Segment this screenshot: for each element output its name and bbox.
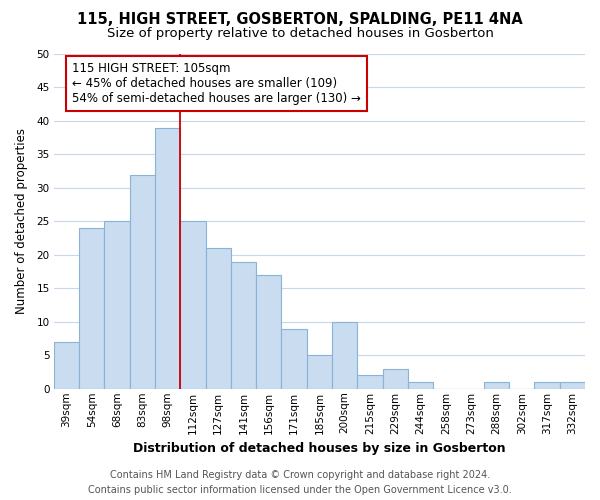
Bar <box>307 356 332 389</box>
Bar <box>104 222 130 389</box>
Text: 115, HIGH STREET, GOSBERTON, SPALDING, PE11 4NA: 115, HIGH STREET, GOSBERTON, SPALDING, P… <box>77 12 523 28</box>
Bar <box>484 382 509 389</box>
Bar <box>155 128 180 389</box>
Text: Contains HM Land Registry data © Crown copyright and database right 2024.
Contai: Contains HM Land Registry data © Crown c… <box>88 470 512 495</box>
X-axis label: Distribution of detached houses by size in Gosberton: Distribution of detached houses by size … <box>133 442 506 455</box>
Bar <box>206 248 231 389</box>
Bar <box>560 382 585 389</box>
Bar <box>130 174 155 389</box>
Bar <box>256 275 281 389</box>
Text: Size of property relative to detached houses in Gosberton: Size of property relative to detached ho… <box>107 28 493 40</box>
Text: 115 HIGH STREET: 105sqm
← 45% of detached houses are smaller (109)
54% of semi-d: 115 HIGH STREET: 105sqm ← 45% of detache… <box>73 62 361 106</box>
Bar <box>408 382 433 389</box>
Bar <box>383 368 408 389</box>
Y-axis label: Number of detached properties: Number of detached properties <box>15 128 28 314</box>
Bar <box>231 262 256 389</box>
Bar <box>79 228 104 389</box>
Bar <box>332 322 358 389</box>
Bar <box>281 328 307 389</box>
Bar <box>180 222 206 389</box>
Bar <box>535 382 560 389</box>
Bar <box>358 376 383 389</box>
Bar <box>54 342 79 389</box>
